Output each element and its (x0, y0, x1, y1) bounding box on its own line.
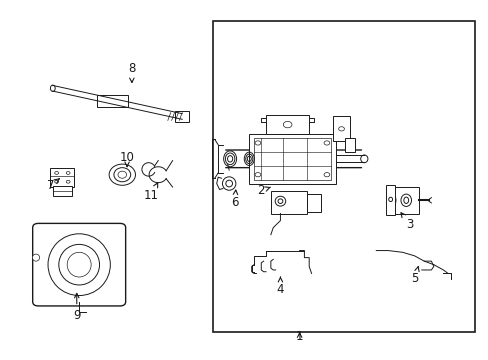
Text: 11: 11 (143, 183, 158, 202)
Text: 2: 2 (257, 184, 270, 197)
Ellipse shape (48, 234, 110, 296)
Text: 3: 3 (400, 213, 413, 231)
Text: 8: 8 (128, 62, 135, 82)
Ellipse shape (50, 85, 55, 91)
Bar (50, 168, 74, 187)
Bar (175, 111, 189, 122)
Bar (270, 190, 306, 213)
Ellipse shape (389, 194, 395, 207)
Bar (97, 95, 128, 107)
Bar (392, 187, 419, 213)
Bar (332, 117, 349, 141)
Bar (254, 138, 330, 180)
Ellipse shape (114, 168, 130, 182)
Text: 4: 4 (276, 277, 284, 296)
Text: 6: 6 (231, 190, 238, 210)
Bar (345, 138, 354, 152)
Bar (53, 186, 72, 196)
Text: 1: 1 (295, 330, 303, 343)
Ellipse shape (59, 244, 100, 285)
Text: 5: 5 (410, 266, 418, 285)
Text: 9: 9 (73, 293, 81, 322)
Bar (306, 194, 321, 212)
Bar (249, 134, 335, 184)
Bar (385, 185, 395, 215)
Bar (213, 21, 473, 332)
Text: 10: 10 (120, 150, 134, 167)
Text: 7: 7 (46, 179, 59, 192)
Ellipse shape (360, 155, 367, 163)
Ellipse shape (32, 254, 40, 261)
Ellipse shape (109, 164, 135, 185)
Bar (265, 115, 308, 134)
FancyBboxPatch shape (33, 224, 125, 306)
